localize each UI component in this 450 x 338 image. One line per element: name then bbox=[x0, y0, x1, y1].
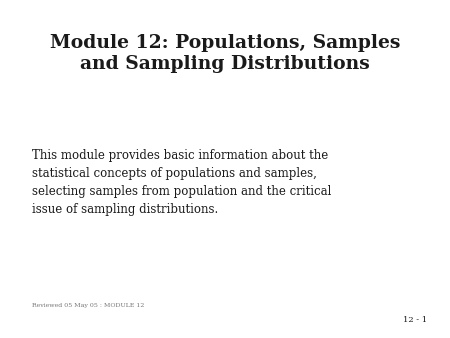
Text: Reviewed 05 May 05 : MODULE 12: Reviewed 05 May 05 : MODULE 12 bbox=[32, 303, 144, 308]
Text: This module provides basic information about the
statistical concepts of populat: This module provides basic information a… bbox=[32, 149, 331, 216]
Text: Module 12: Populations, Samples
and Sampling Distributions: Module 12: Populations, Samples and Samp… bbox=[50, 34, 400, 73]
Text: 12 - 1: 12 - 1 bbox=[403, 316, 427, 324]
